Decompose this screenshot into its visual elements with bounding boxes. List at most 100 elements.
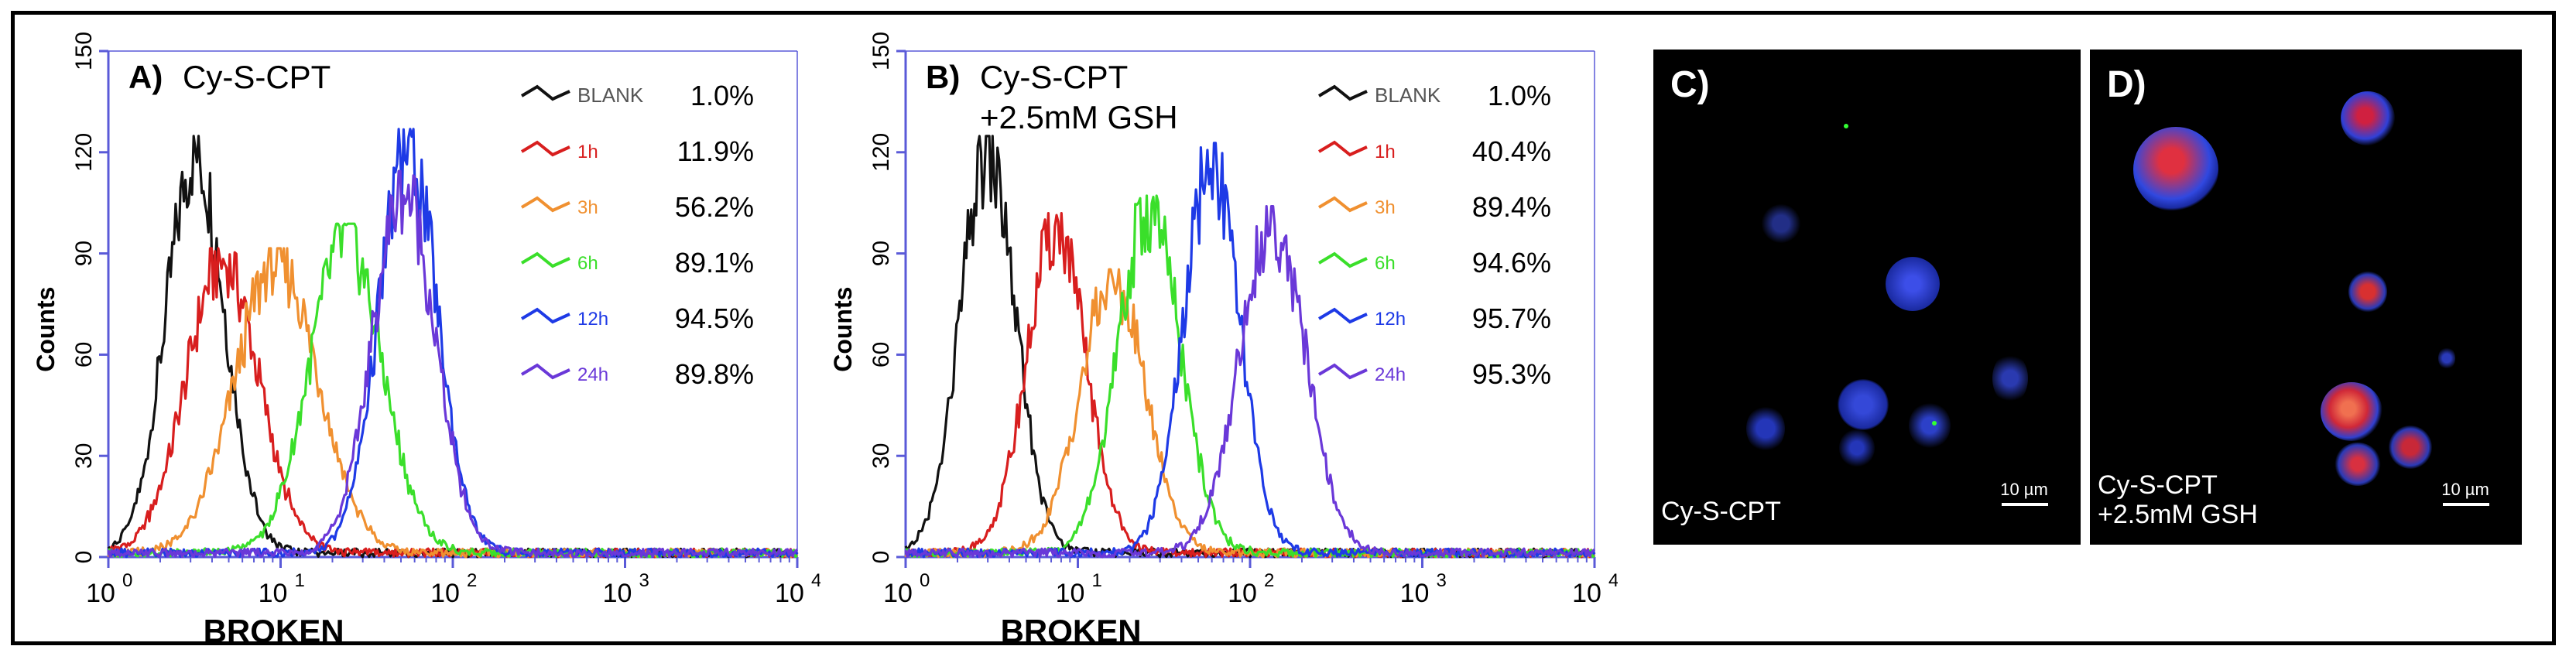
legend-swatch [1317,84,1368,101]
micrograph-panel-d: D) Cy-S-CPT +2.5mM GSH 10 µm [2090,50,2522,545]
legend-swatch [1317,363,1368,380]
legend-percent: 94.5% [675,303,754,334]
legend-swatch [520,140,570,157]
histogram-panel-b: 10 0 10 1 10 2 10 3 10 4 0 30 60 90 120 150 BROKEN Counts… [829,32,1618,642]
x-tick-exponent: 3 [1437,570,1447,591]
chart-title: Cy-S-CPT [980,59,1128,95]
x-tick-exponent: 1 [1092,570,1102,591]
panel-letter: A) [128,59,163,95]
x-axis-label: BROKEN [1001,613,1142,642]
legend-swatch [1317,140,1368,157]
legend-swatch [1317,196,1368,213]
scalebar [2443,503,2489,506]
legend-name: 3h [577,197,598,218]
cell [2321,382,2382,441]
cell [2389,426,2432,469]
y-tick-label: 60 [868,342,894,367]
legend-name: 1h [577,142,598,162]
micrograph-caption: Cy-S-CPT [1661,497,1781,526]
panel-letter-c: C) [1670,64,1710,105]
y-tick-label: 0 [71,551,97,564]
legend-name: 3h [1375,197,1396,218]
cell [2348,271,2387,313]
x-tick-label: 10 [430,579,460,608]
x-tick-label: 10 [1056,579,1085,608]
caption-line-1: Cy-S-CPT [1661,497,1781,526]
y-tick-label: 120 [71,133,97,172]
legend-name: BLANK [1375,84,1441,107]
scalebar-label: 10 µm [2441,480,2489,499]
y-tick-label: 60 [71,342,97,367]
cell [1909,402,1951,449]
green-spot [1932,421,1937,426]
y-tick-label: 90 [71,241,97,266]
legend-percent: 1.0% [690,80,754,111]
cell [1838,379,1889,430]
x-tick-label: 10 [1228,579,1257,608]
chart-title: Cy-S-CPT [183,59,331,95]
x-tick-exponent: 1 [295,570,305,591]
cell [2133,127,2218,212]
legend-name: 12h [577,309,608,330]
cell [1886,257,1940,311]
cell [2334,443,2381,486]
cell [2438,347,2455,370]
legend-percent: 95.7% [1472,303,1551,334]
chart-title-line2: +2.5mM GSH [980,99,1178,135]
x-tick-exponent: 4 [1608,570,1618,591]
series-line-24h [904,205,1596,559]
legend-percent: 40.4% [1472,135,1551,167]
x-tick-exponent: 3 [639,570,649,591]
y-axis-label: Counts [32,287,60,372]
legend-percent: 89.4% [1472,191,1551,223]
x-tick-label: 10 [883,579,913,608]
x-tick-exponent: 0 [122,570,132,591]
micrograph-panel-c: C) Cy-S-CPT 10 µm [1653,50,2081,545]
legend-percent: 89.8% [675,358,754,390]
cell [1762,204,1800,243]
figure-frame [11,11,2556,645]
y-tick-label: 120 [868,133,894,172]
scalebar [2002,503,2048,506]
legend-swatch [520,307,570,324]
histogram-panel-a: 10 0 10 1 10 2 10 3 10 4 0 30 60 90 120 150 BROKEN Counts… [32,32,820,642]
legend-name: 1h [1375,142,1396,162]
cell [1746,405,1785,452]
cell [2341,91,2395,145]
legend-swatch [520,196,570,213]
x-tick-exponent: 2 [1264,570,1274,591]
y-tick-label: 30 [868,443,894,469]
x-tick-exponent: 4 [811,570,820,591]
cell [1992,353,2028,404]
series-line-1h [107,247,799,559]
caption-line-1: Cy-S-CPT [2098,470,2218,500]
legend-name: BLANK [577,84,644,107]
y-tick-label: 150 [868,32,894,70]
legend-swatch [1317,251,1368,268]
legend-name: 24h [1375,364,1406,385]
legend-swatch [520,251,570,268]
scalebar-label: 10 µm [2000,480,2048,499]
legend-swatch [1317,307,1368,324]
series-line-24h [107,169,799,559]
x-tick-label: 10 [1400,579,1430,608]
y-axis-label: Counts [829,287,857,372]
x-tick-exponent: 2 [467,570,477,591]
x-axis-label: BROKEN [204,613,344,642]
green-spot [1844,124,1848,128]
legend-swatch [520,84,570,101]
caption-line-2: +2.5mM GSH [2098,500,2258,529]
legend-name: 6h [1375,253,1396,274]
x-tick-label: 10 [1572,579,1601,608]
micrograph-caption: Cy-S-CPT +2.5mM GSH [2098,470,2258,529]
legend-percent: 1.0% [1488,80,1551,111]
legend-name: 6h [577,253,598,274]
x-tick-exponent: 0 [920,570,930,591]
legend-percent: 89.1% [675,247,754,279]
x-tick-label: 10 [775,579,804,608]
panel-letter-d: D) [2107,64,2146,105]
series-line-3h [107,247,799,559]
legend-percent: 94.6% [1472,247,1551,279]
legend-percent: 95.3% [1472,358,1551,390]
y-tick-label: 30 [71,443,97,469]
